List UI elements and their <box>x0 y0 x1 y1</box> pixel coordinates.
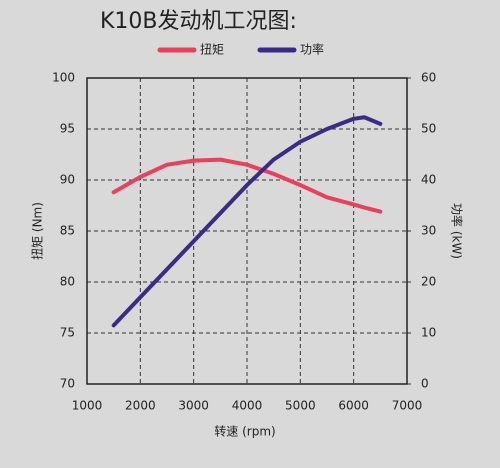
y-tick-label: 90 <box>60 173 75 187</box>
legend-label: 功率 <box>300 42 324 57</box>
x-tick-label: 4000 <box>232 399 263 413</box>
y-tick-label: 70 <box>60 377 75 391</box>
y2-tick-label: 0 <box>421 377 429 391</box>
y2-tick-label: 60 <box>421 71 436 85</box>
y-tick-label: 100 <box>52 71 75 85</box>
y-tick-label: 95 <box>60 122 75 136</box>
y-tick-label: 85 <box>60 224 75 238</box>
series-line <box>111 157 383 214</box>
x-tick-label: 3000 <box>178 399 209 413</box>
y-axis-label: 扭矩 (Nm) <box>31 202 45 260</box>
chart-title: K10B发动机工况图: <box>100 9 297 34</box>
y2-tick-label: 30 <box>421 224 436 238</box>
y-tick-label: 75 <box>60 326 75 340</box>
y2-tick-label: 50 <box>421 122 436 136</box>
x-tick-label: 5000 <box>285 399 316 413</box>
plot-frame <box>86 77 408 385</box>
x-tick-label: 1000 <box>72 399 103 413</box>
y2-tick-label: 10 <box>421 326 436 340</box>
y2-axis-label: 功率 (kW) <box>450 203 465 259</box>
series-line <box>111 115 383 328</box>
legend-label: 扭矩 <box>200 43 224 57</box>
y-tick-label: 80 <box>60 275 75 289</box>
x-axis-label: 转速 (rpm) <box>214 424 275 439</box>
x-tick-label: 2000 <box>125 399 156 413</box>
x-tick-label: 6000 <box>338 399 369 413</box>
y2-tick-label: 20 <box>421 275 436 289</box>
x-tick-label: 7000 <box>392 399 423 413</box>
y2-tick-label: 40 <box>421 173 436 187</box>
